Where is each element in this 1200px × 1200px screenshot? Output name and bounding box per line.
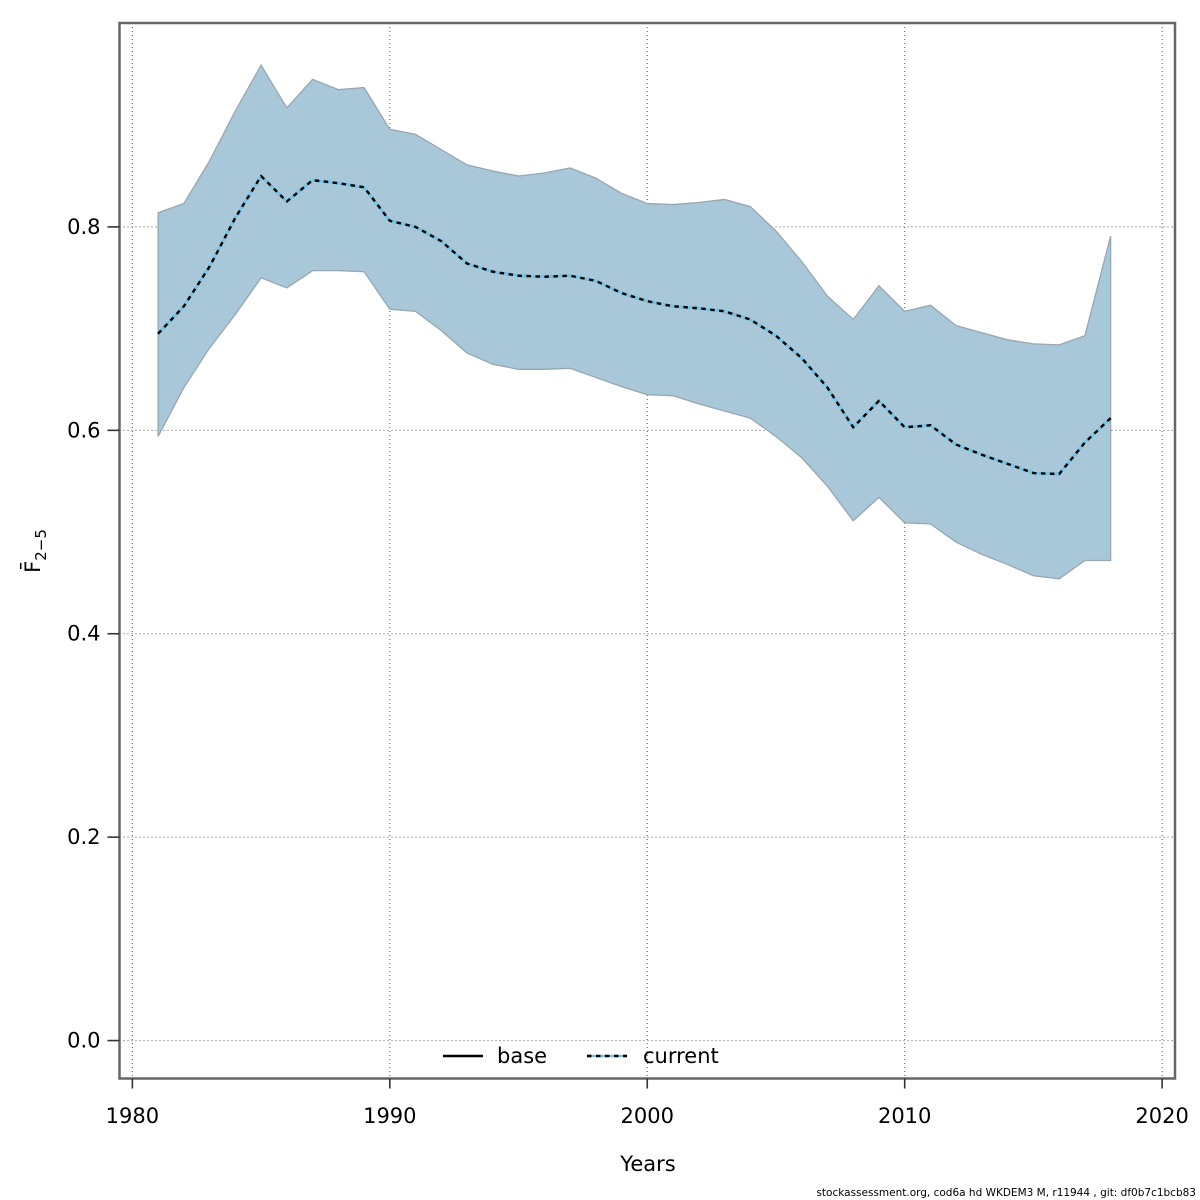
x-tick-label: 1990	[363, 1104, 416, 1128]
series-layer	[157, 174, 1112, 476]
axis-ticks: 1980 1990 2000 2010 2020 0.0 0.2 0.4 0.6 0.8	[67, 215, 1189, 1128]
y-tick-label: 0.6	[67, 418, 100, 442]
x-axis-title: Years	[619, 1152, 675, 1176]
y-tick-label: 0.4	[67, 622, 100, 646]
y-tick-label: 0.2	[67, 825, 100, 849]
legend-current-label: current	[643, 1044, 719, 1068]
y-tick-label: 0.0	[67, 1029, 100, 1053]
y-axis-title-fbar: F̄	[20, 561, 45, 573]
footer-attribution: stockassessment.org, cod6a hd WKDEM3 M, …	[816, 1187, 1196, 1199]
chart-legend: base current	[443, 1044, 719, 1068]
current-line-dashes	[157, 174, 1112, 476]
confidence-band-layer	[157, 63, 1112, 580]
x-tick-label: 1980	[106, 1104, 159, 1128]
x-tick-label: 2000	[621, 1104, 674, 1128]
y-tick-label: 0.8	[67, 215, 100, 239]
legend-base-label: base	[497, 1044, 547, 1068]
confidence-band	[157, 63, 1112, 580]
x-tick-label: 2020	[1135, 1104, 1188, 1128]
x-tick-label: 2010	[878, 1104, 931, 1128]
y-axis-title: F̄2−5	[20, 529, 50, 573]
y-axis-title-subscript: 2−5	[32, 529, 50, 561]
